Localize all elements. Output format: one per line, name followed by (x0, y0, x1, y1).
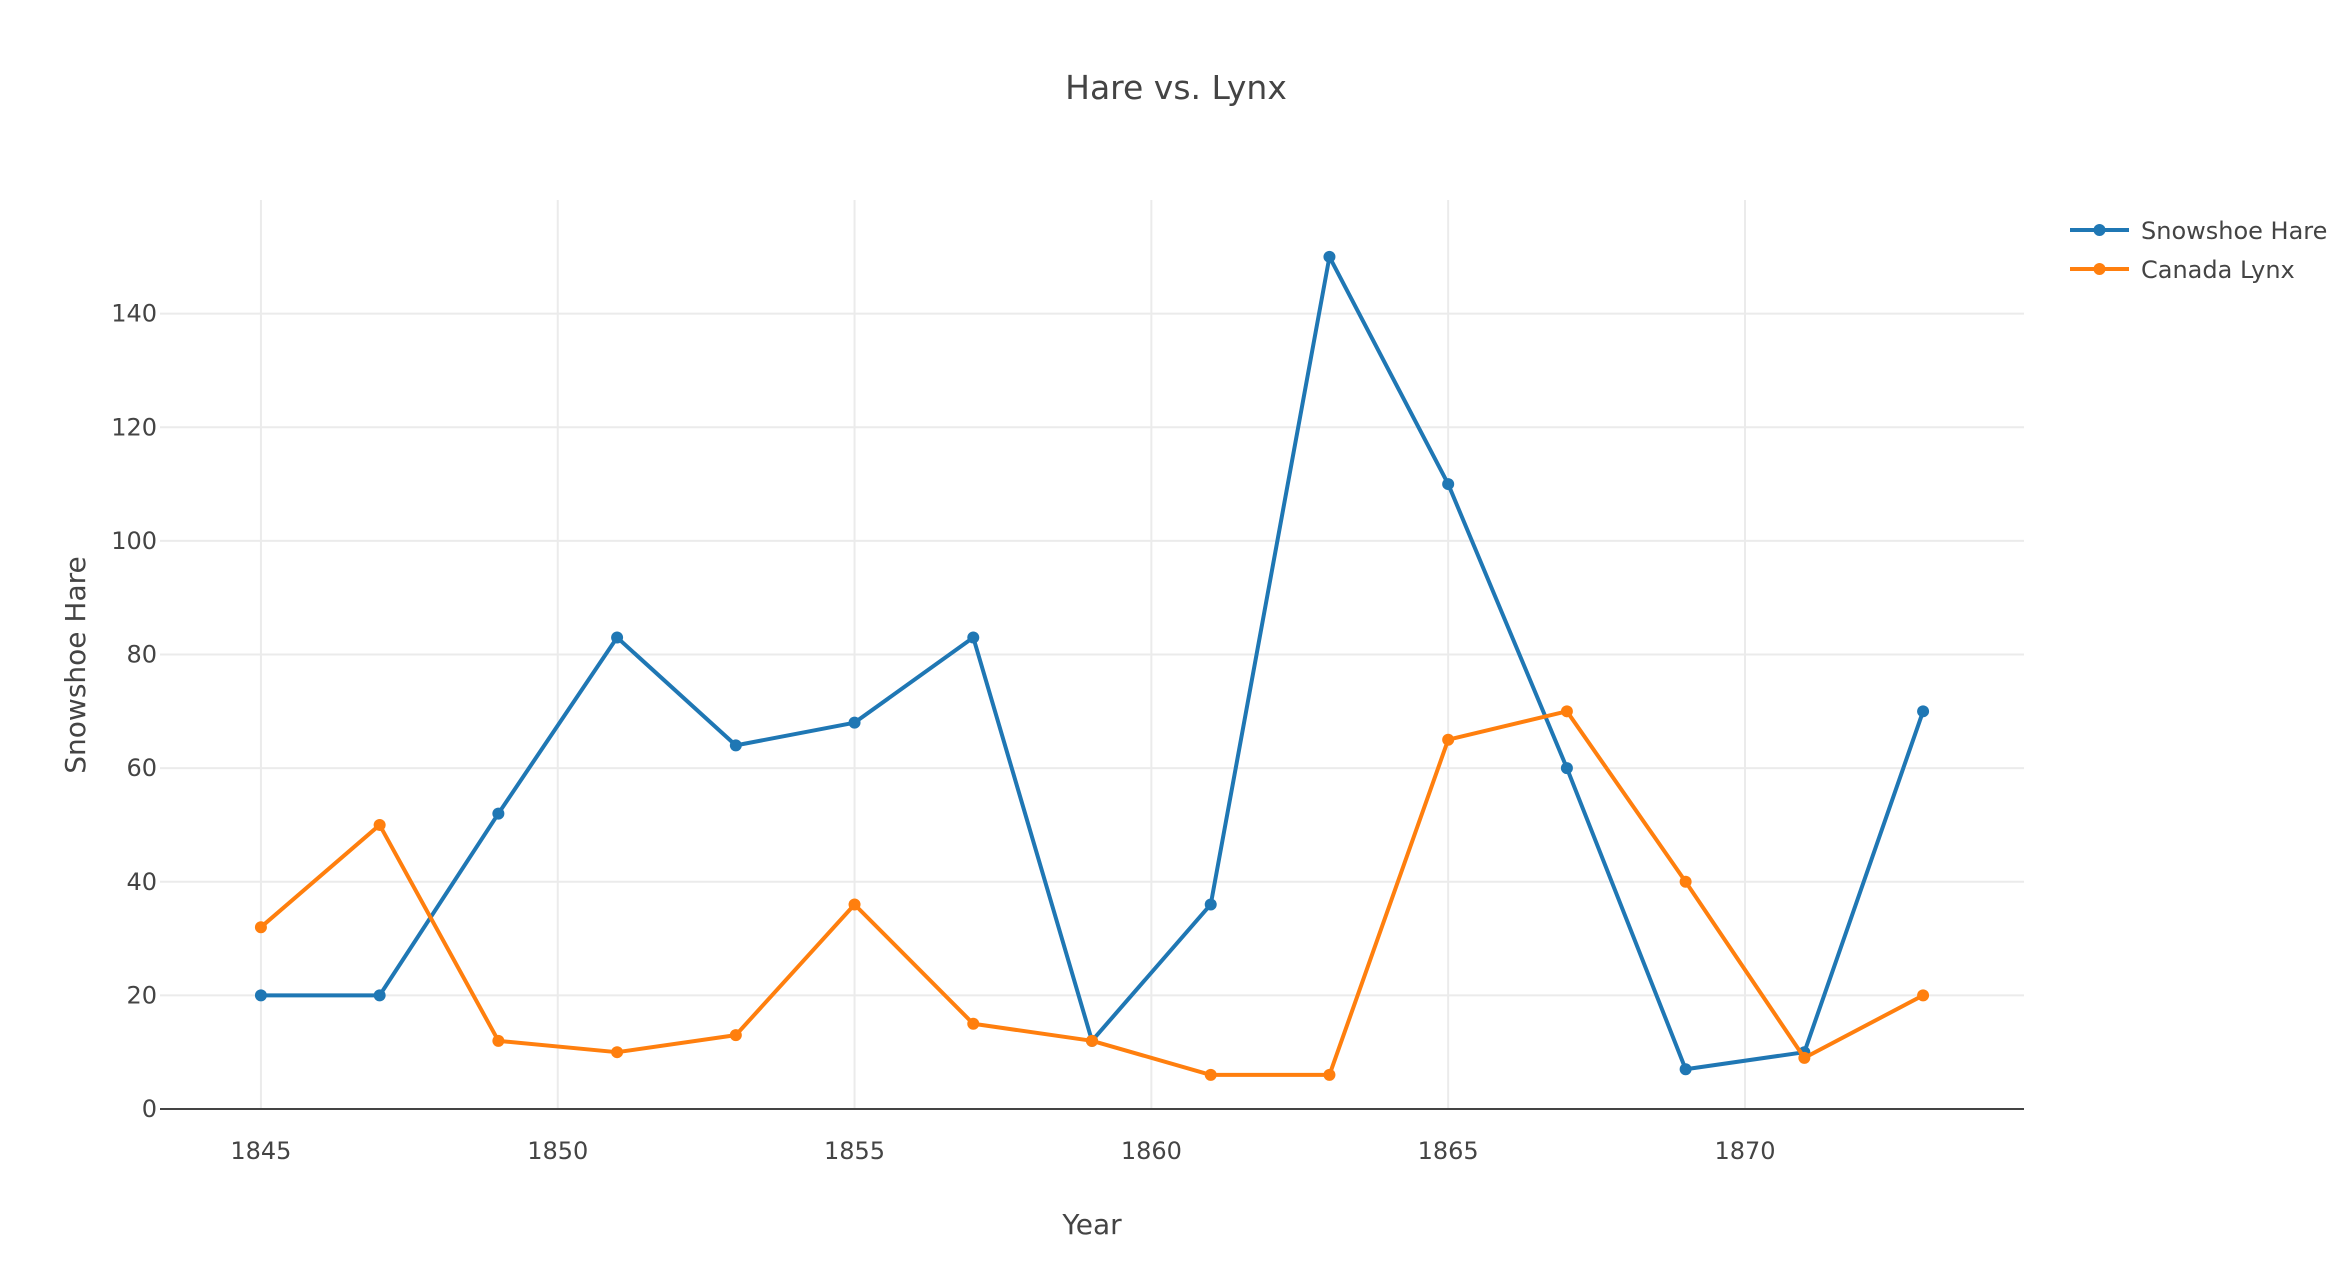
y-tick-label: 140 (111, 300, 157, 328)
data-point[interactable] (848, 898, 861, 911)
data-point[interactable] (1323, 250, 1336, 263)
y-tick-label: 120 (111, 413, 157, 441)
data-point[interactable] (1560, 705, 1573, 718)
data-point[interactable] (254, 989, 267, 1002)
x-tick-label: 1865 (1418, 1137, 1479, 1165)
legend-item[interactable]: Canada Lynx (2070, 256, 2295, 284)
data-point[interactable] (1442, 733, 1455, 746)
data-point[interactable] (1204, 898, 1217, 911)
data-point[interactable] (373, 989, 386, 1002)
data-point[interactable] (967, 1017, 980, 1030)
data-point[interactable] (611, 1046, 624, 1059)
data-point[interactable] (729, 739, 742, 752)
x-tick-label: 1860 (1121, 1137, 1182, 1165)
x-axis-title: Year (1061, 1208, 1122, 1241)
legend-marker-swatch (2093, 263, 2106, 275)
data-point[interactable] (1798, 1051, 1811, 1064)
x-tick-label: 1855 (824, 1137, 885, 1165)
legend-label: Snowshoe Hare (2141, 217, 2327, 245)
series-line-1 (259, 709, 1925, 1077)
y-tick-label: 80 (126, 641, 157, 669)
data-point[interactable] (1679, 1063, 1692, 1076)
data-point[interactable] (611, 631, 624, 644)
y-tick-label: 20 (126, 981, 157, 1009)
data-point[interactable] (1560, 762, 1573, 775)
data-point[interactable] (967, 631, 980, 644)
data-point[interactable] (1917, 989, 1930, 1002)
y-tick-label: 40 (126, 868, 157, 896)
legend-item[interactable]: Snowshoe Hare (2070, 217, 2327, 245)
series-layer (254, 250, 1930, 1081)
data-point[interactable] (1323, 1068, 1336, 1081)
data-point[interactable] (1917, 705, 1930, 718)
data-point[interactable] (1086, 1034, 1098, 1047)
series-line-0 (260, 254, 1925, 1072)
data-point[interactable] (729, 1029, 742, 1042)
y-tick-label: 60 (126, 754, 157, 782)
x-tick-label: 1845 (230, 1137, 291, 1165)
grid-layer (160, 200, 2024, 1109)
chart-title: Hare vs. Lynx (1065, 68, 1287, 107)
axis-layer: 1845 1850 1855 1860 1865 1870 0 20 40 60 80 100 120 1… (111, 300, 2024, 1165)
data-point[interactable] (1204, 1068, 1217, 1081)
legend-label: Canada Lynx (2141, 256, 2295, 284)
legend[interactable]: Snowshoe Hare Canada Lynx (2070, 217, 2327, 284)
data-point[interactable] (1679, 875, 1692, 888)
data-point[interactable] (848, 716, 861, 729)
data-point[interactable] (373, 818, 386, 831)
legend-marker-swatch (2093, 224, 2106, 236)
y-tick-label: 0 (142, 1095, 157, 1123)
y-axis-title: Snowshoe Hare (59, 556, 92, 773)
y-tick-label: 100 (111, 527, 157, 555)
data-point[interactable] (254, 921, 267, 934)
x-tick-label: 1850 (527, 1137, 588, 1165)
x-tick-label: 1870 (1714, 1137, 1775, 1165)
data-point[interactable] (492, 807, 505, 820)
data-point[interactable] (492, 1034, 505, 1047)
data-point[interactable] (1442, 478, 1455, 491)
